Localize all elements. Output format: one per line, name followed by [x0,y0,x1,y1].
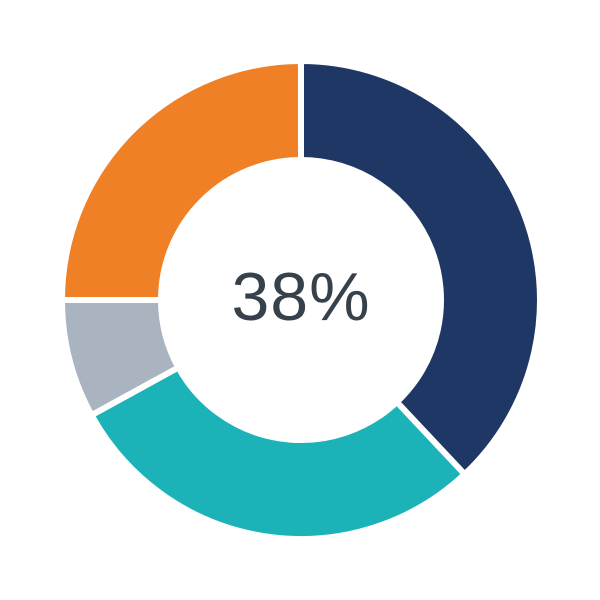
donut-segment-teal [87,363,469,542]
donut-segment-navy [298,57,543,479]
donut-center-label: 38% [231,258,371,335]
donut-segment-orange [58,57,304,303]
donut-segments [58,57,543,542]
